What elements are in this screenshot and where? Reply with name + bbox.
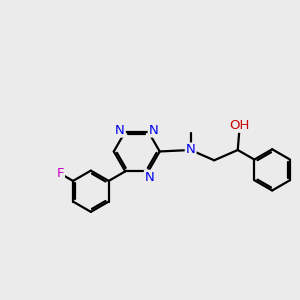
Text: N: N <box>145 171 154 184</box>
Text: OH: OH <box>229 119 249 132</box>
Text: F: F <box>56 167 64 180</box>
Text: N: N <box>149 124 158 136</box>
Text: N: N <box>115 124 125 136</box>
Text: N: N <box>186 143 196 157</box>
